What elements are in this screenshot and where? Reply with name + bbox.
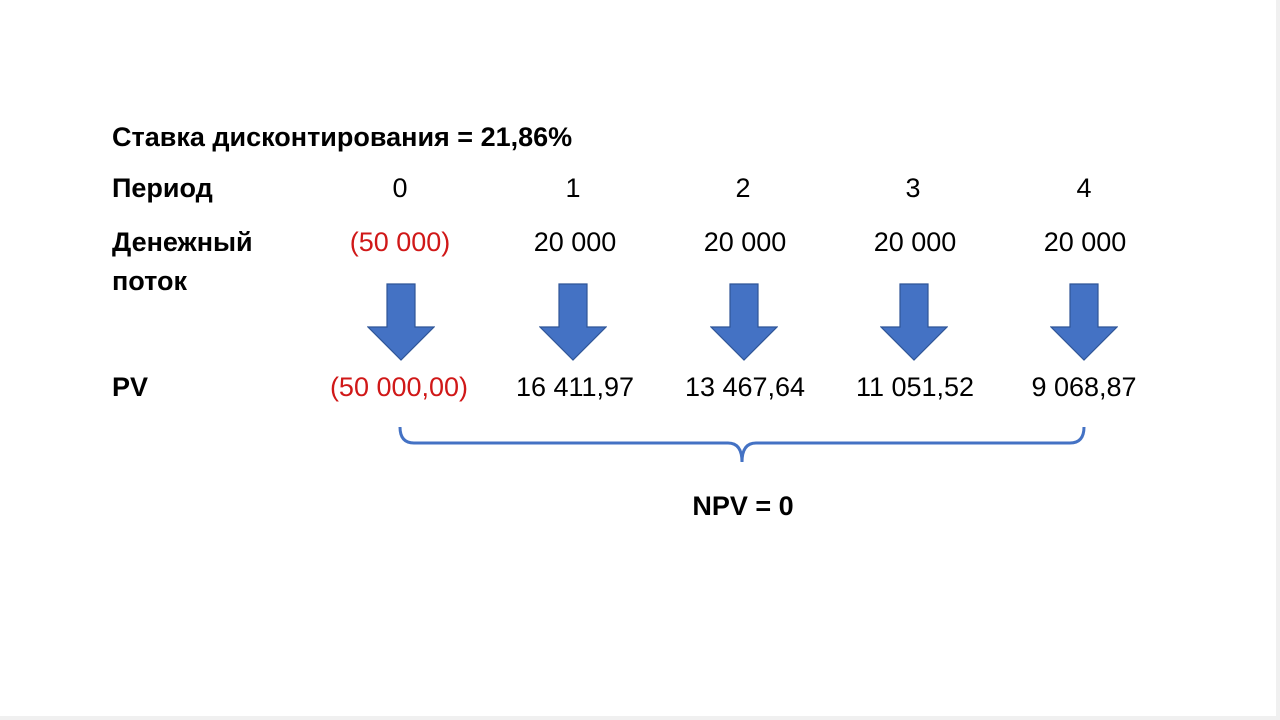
sum-bracket xyxy=(398,426,1086,463)
period-3: 3 xyxy=(905,173,921,203)
cashflow-0: (50 000) xyxy=(349,227,451,257)
cashflow-label-line1: Денежный xyxy=(112,227,253,257)
pv-2: 13 467,64 xyxy=(684,372,806,402)
cashflow-2: 20 000 xyxy=(703,227,787,257)
pv-0: (50 000,00) xyxy=(329,372,469,402)
pv-4: 9 068,87 xyxy=(1031,372,1137,402)
arrow-down-icon xyxy=(539,283,607,361)
period-0: 0 xyxy=(392,173,408,203)
period-4: 4 xyxy=(1076,173,1092,203)
cashflow-1: 20 000 xyxy=(533,227,617,257)
pv-3: 11 051,52 xyxy=(855,372,975,402)
period-1: 1 xyxy=(565,173,581,203)
pv-1: 16 411,97 xyxy=(515,372,635,402)
arrow-down-icon xyxy=(1050,283,1118,361)
arrow-down-icon xyxy=(710,283,778,361)
pv-label: PV xyxy=(112,372,149,402)
period-2: 2 xyxy=(735,173,751,203)
cashflow-4: 20 000 xyxy=(1043,227,1127,257)
arrow-down-icon xyxy=(367,283,435,361)
cashflow-label-line2: поток xyxy=(112,266,188,296)
discount-rate-title: Ставка дисконтирования = 21,86% xyxy=(112,122,573,152)
cashflow-3: 20 000 xyxy=(873,227,957,257)
arrow-down-icon xyxy=(880,283,948,361)
period-label: Период xyxy=(112,173,213,203)
npv-result: NPV = 0 xyxy=(692,491,794,521)
